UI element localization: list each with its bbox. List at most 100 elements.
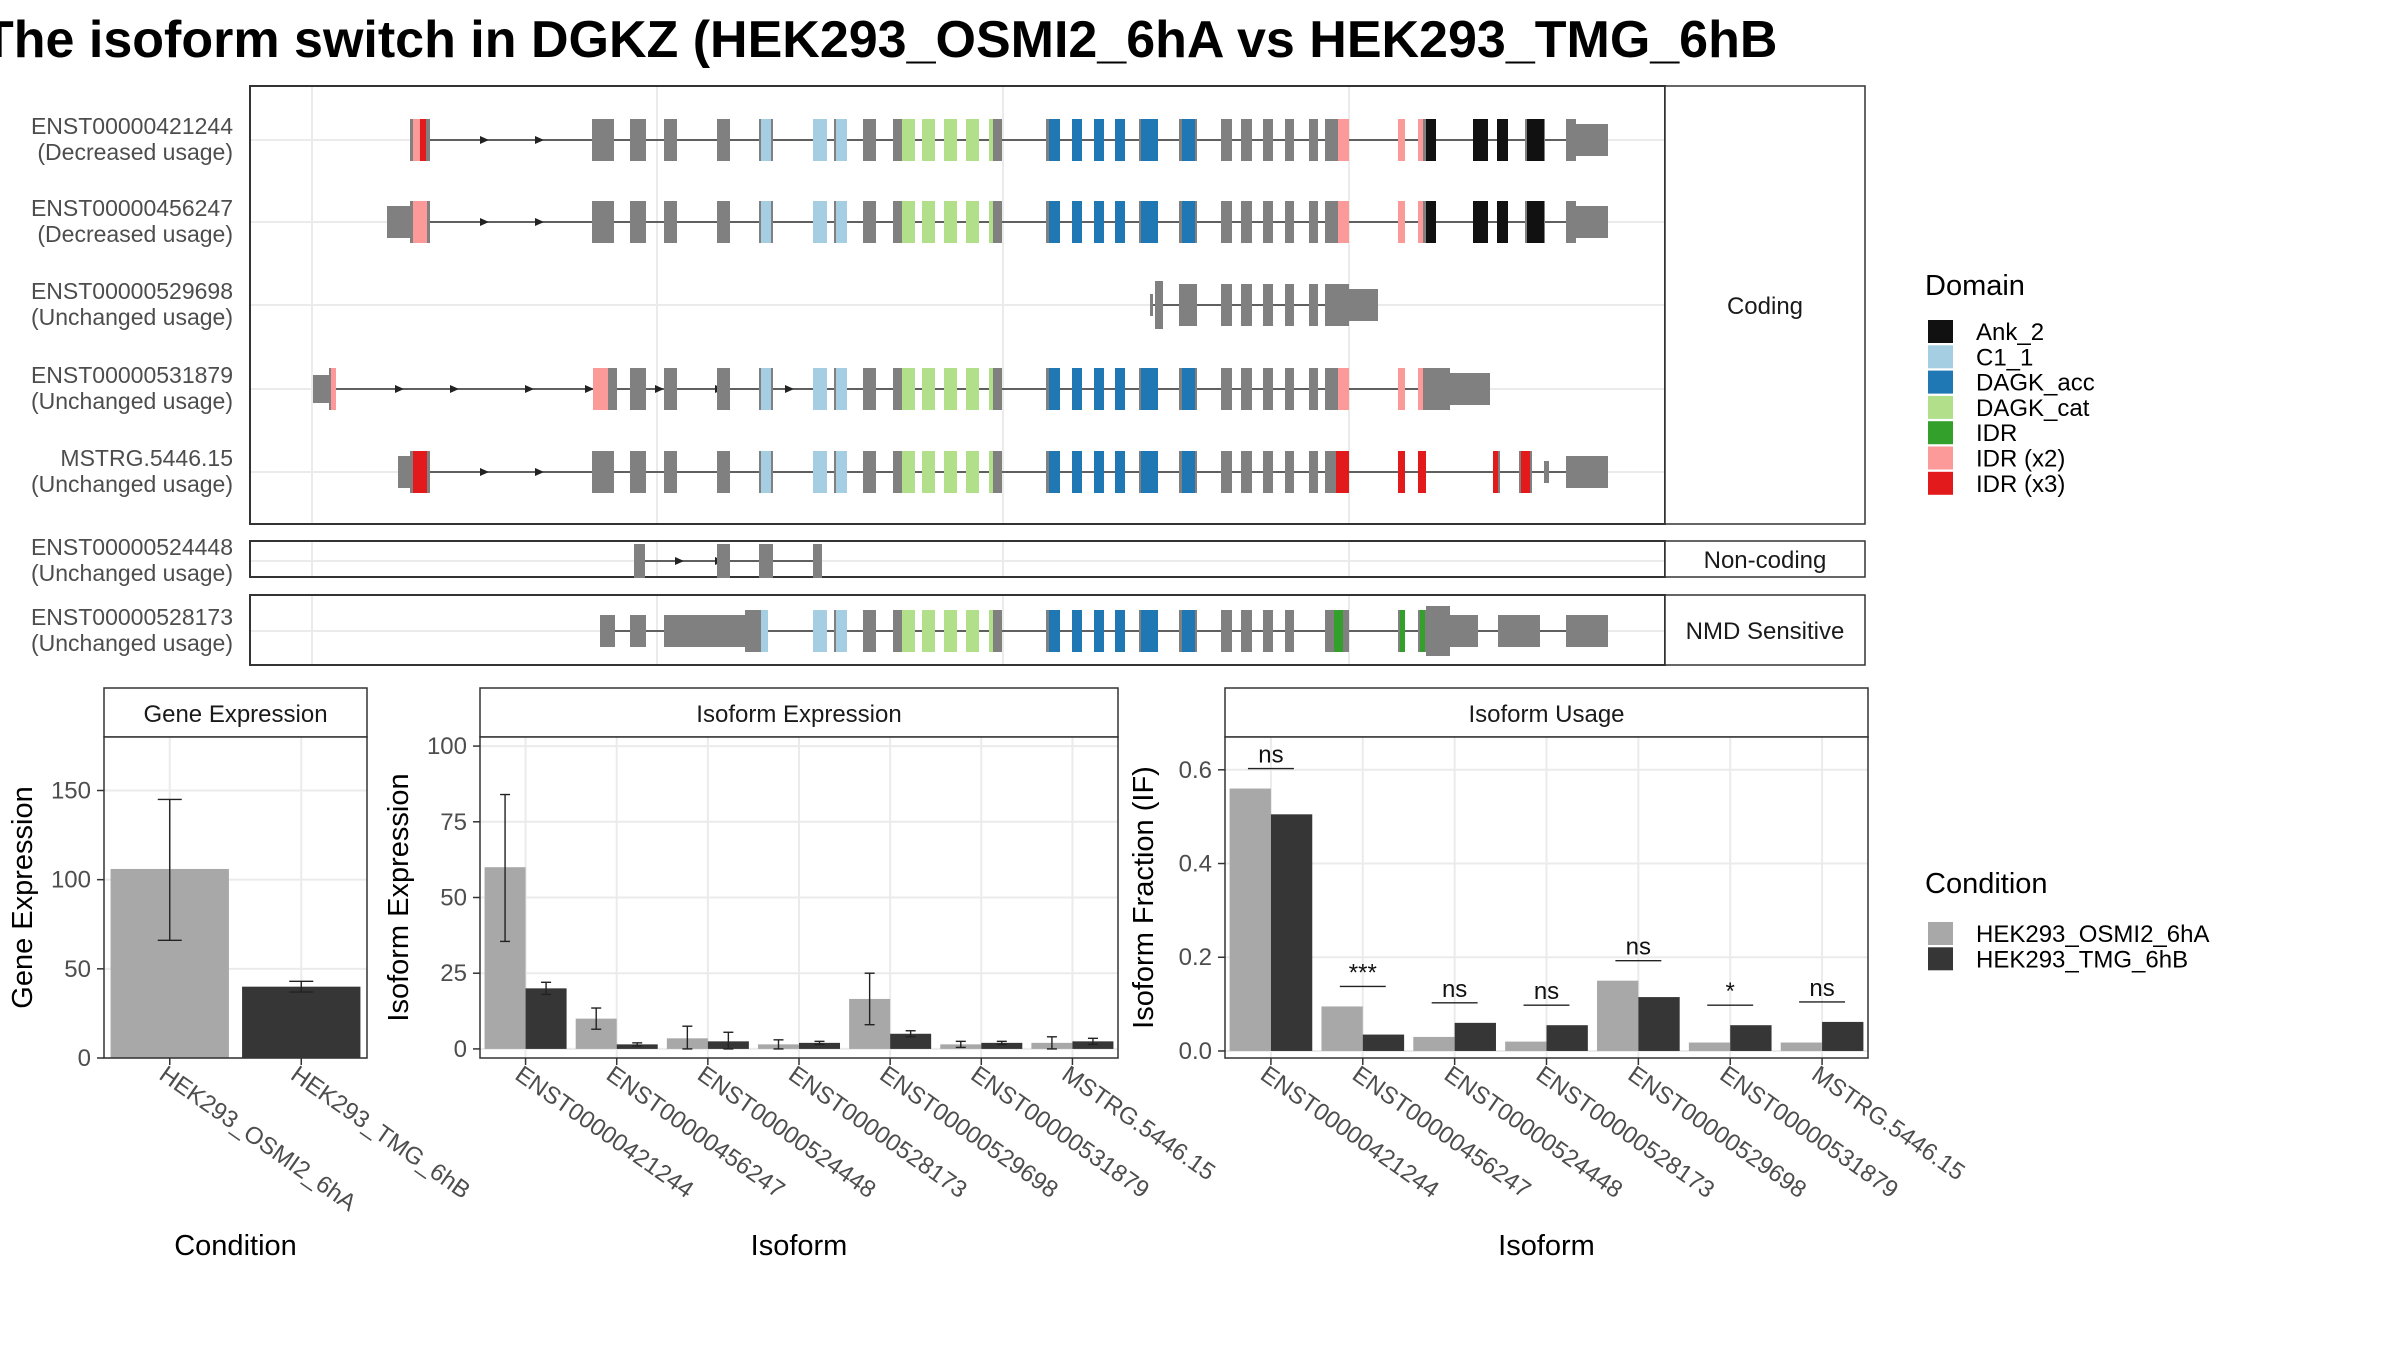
expression-charts: Gene Expression050100150HEK293_OSMI2_6hA… bbox=[7, 687, 1970, 1262]
bar bbox=[1730, 1025, 1772, 1051]
exon bbox=[1263, 368, 1273, 410]
exon bbox=[863, 451, 876, 493]
bar bbox=[616, 1044, 658, 1049]
bar bbox=[1321, 1006, 1363, 1051]
exon bbox=[1241, 368, 1252, 410]
transcript-usage-label: (Unchanged usage) bbox=[31, 560, 233, 586]
transcript-id-label: MSTRG.5446.15 bbox=[60, 445, 233, 471]
domain-segment bbox=[966, 610, 979, 652]
domain-segment bbox=[1049, 451, 1060, 493]
transcript-usage-label: (Unchanged usage) bbox=[31, 388, 233, 414]
exon bbox=[1285, 201, 1294, 243]
domain-segment bbox=[1420, 610, 1425, 652]
exon bbox=[1179, 284, 1197, 326]
y-tick-label: 50 bbox=[64, 956, 91, 983]
group-label-2: NMD Sensitive bbox=[1686, 618, 1845, 645]
domain-segment bbox=[1400, 610, 1405, 652]
domain-segment bbox=[413, 451, 427, 493]
domain-segment bbox=[902, 119, 915, 161]
exon bbox=[1241, 610, 1252, 652]
domain-segment bbox=[813, 201, 827, 243]
exon bbox=[1426, 615, 1478, 647]
y-tick-label: 100 bbox=[427, 733, 467, 760]
domain-segment bbox=[1521, 451, 1530, 493]
domain-segment bbox=[813, 610, 827, 652]
domain-segment bbox=[1115, 201, 1125, 243]
domain-segment bbox=[836, 119, 847, 161]
exon bbox=[1566, 615, 1608, 647]
bar bbox=[525, 988, 567, 1049]
domain-segment bbox=[761, 451, 771, 493]
domain-segment bbox=[989, 201, 993, 243]
domain-segment bbox=[1072, 368, 1082, 410]
bar bbox=[1822, 1021, 1864, 1051]
exon bbox=[1309, 451, 1318, 493]
y-axis-label: Gene Expression bbox=[7, 786, 39, 1008]
domain-segment bbox=[761, 610, 768, 652]
domain-legend-label: IDR bbox=[1976, 420, 2017, 447]
y-tick-label: 0 bbox=[454, 1036, 467, 1063]
domain-segment bbox=[1497, 119, 1508, 161]
exon bbox=[1263, 284, 1273, 326]
domain-segment bbox=[966, 451, 979, 493]
bar bbox=[799, 1042, 841, 1049]
domain-segment bbox=[1338, 368, 1349, 410]
exon bbox=[1221, 119, 1232, 161]
exon bbox=[1263, 119, 1273, 161]
exon bbox=[1221, 368, 1232, 410]
exon bbox=[1221, 284, 1232, 326]
plot-border bbox=[1224, 736, 1869, 1059]
domain-segment bbox=[989, 451, 993, 493]
domain-legend-key bbox=[1928, 320, 1953, 343]
transcript-usage-label: (Decreased usage) bbox=[37, 221, 233, 247]
exon bbox=[608, 368, 617, 410]
exon bbox=[1285, 284, 1294, 326]
y-tick-label: 75 bbox=[440, 809, 467, 836]
domain-segment bbox=[989, 610, 993, 652]
domain-segment bbox=[1094, 451, 1104, 493]
domain-segment bbox=[1398, 451, 1405, 493]
domain-segment bbox=[836, 451, 847, 493]
transcript-usage-label: (Unchanged usage) bbox=[31, 471, 233, 497]
strand-arrow bbox=[655, 385, 664, 393]
chart-title: Isoform Expression bbox=[696, 701, 901, 728]
domain-segment bbox=[813, 119, 827, 161]
domain-segment bbox=[413, 201, 427, 243]
domain-legend-key bbox=[1928, 421, 1953, 445]
significance-label: ns bbox=[1626, 934, 1651, 961]
domain-segment bbox=[1398, 368, 1405, 410]
exon bbox=[1285, 368, 1294, 410]
exon bbox=[1241, 201, 1252, 243]
exon bbox=[630, 615, 646, 647]
domain-segment bbox=[922, 610, 935, 652]
plot-border bbox=[479, 736, 1119, 1059]
exon bbox=[1221, 201, 1232, 243]
strand-arrow bbox=[450, 385, 459, 393]
significance-label: *** bbox=[1349, 959, 1377, 986]
y-tick-label: 100 bbox=[51, 867, 91, 894]
domain-legend-label: DAGK_acc bbox=[1976, 370, 2095, 397]
domain-segment bbox=[989, 119, 993, 161]
domain-segment bbox=[922, 119, 935, 161]
exon bbox=[717, 368, 730, 410]
exon bbox=[630, 451, 646, 493]
exon bbox=[592, 201, 614, 243]
domain-segment bbox=[1094, 201, 1104, 243]
domain-segment bbox=[1049, 201, 1060, 243]
exon bbox=[863, 368, 876, 410]
domain-segment bbox=[331, 368, 336, 410]
domain-segment bbox=[1336, 451, 1349, 493]
bar bbox=[1688, 1042, 1731, 1051]
domain-legend-key bbox=[1928, 471, 1953, 495]
bar bbox=[890, 1033, 932, 1049]
strand-arrow bbox=[525, 385, 534, 393]
domain-segment bbox=[761, 119, 771, 161]
domain-segment bbox=[1141, 451, 1158, 493]
y-axis-label: Isoform Expression bbox=[383, 773, 415, 1021]
exon bbox=[863, 610, 876, 652]
exon bbox=[1263, 610, 1273, 652]
domain-segment bbox=[966, 201, 979, 243]
domain-segment bbox=[420, 119, 426, 161]
x-axis-label: Isoform bbox=[751, 1230, 848, 1262]
